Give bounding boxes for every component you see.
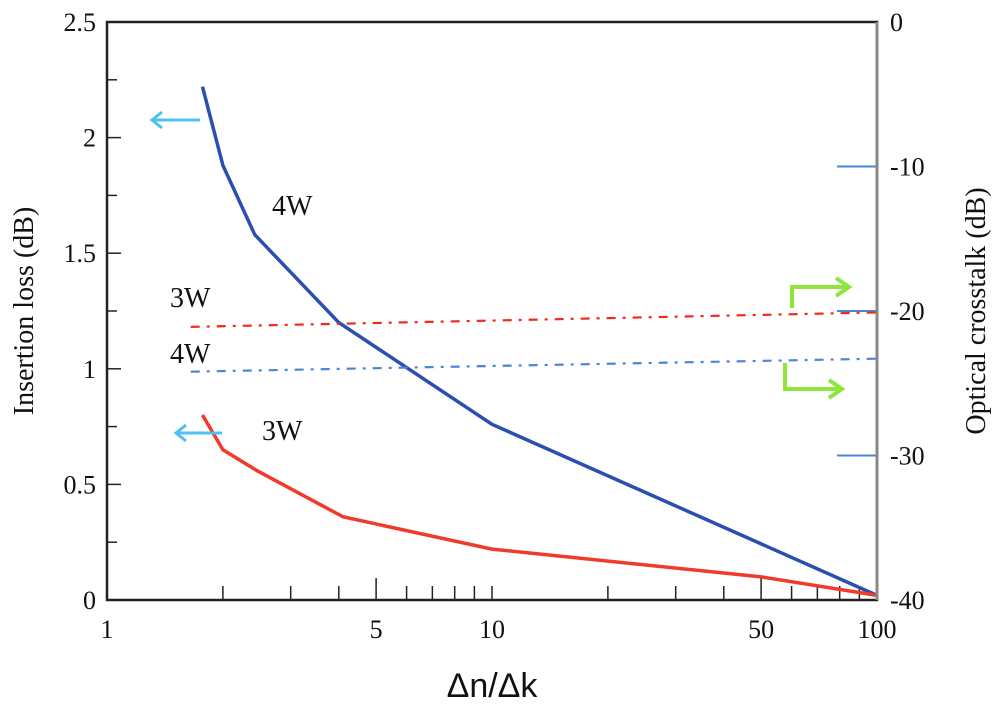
y-tick-label: 0 (83, 586, 96, 615)
y-tick-label: 1 (83, 355, 96, 384)
label-4w-insertion-loss: 4W (272, 191, 313, 222)
y-tick-label: 1.5 (64, 239, 97, 268)
y-tick-label: 0.5 (64, 470, 97, 499)
left-axis-arrow-4w (149, 110, 200, 130)
y2-tick-label: -30 (890, 442, 925, 471)
y2-tick-label: -40 (890, 586, 925, 615)
y2-tick-label: 0 (890, 8, 903, 37)
y-tick-label: 2.5 (64, 8, 97, 37)
series-line-3w-crosstalk (190, 311, 878, 328)
series-line-4w-crosstalk (190, 357, 878, 373)
y2-axis-title: Optical crosstalk (dB) (961, 187, 992, 434)
right-axis-arrow-3w (790, 276, 853, 308)
x-axis-title: Δn/Δk (447, 667, 539, 705)
series-line-4w-insertion-loss (200, 86, 878, 597)
y-axis-title: Insertion loss (dB) (9, 207, 40, 415)
label-3w-insertion-loss: 3W (262, 416, 303, 447)
plot-frame (105, 20, 879, 602)
x-tick-label: 50 (748, 615, 774, 644)
label-3w-crosstalk: 3W (170, 283, 211, 314)
left-axis-arrow-3w (173, 423, 222, 443)
x-tick-label: 10 (479, 615, 505, 644)
y2-tick-label: -10 (890, 153, 925, 182)
series-line-3w-insertion-loss (200, 414, 878, 598)
label-4w-crosstalk: 4W (170, 339, 211, 370)
right-axis-arrow-4w (783, 363, 846, 400)
y2-tick-label: -20 (890, 297, 925, 326)
y-tick-label: 2 (83, 124, 96, 153)
x-tick-label: 1 (101, 615, 114, 644)
x-tick-label: 5 (370, 615, 383, 644)
x-tick-label: 100 (858, 615, 897, 644)
